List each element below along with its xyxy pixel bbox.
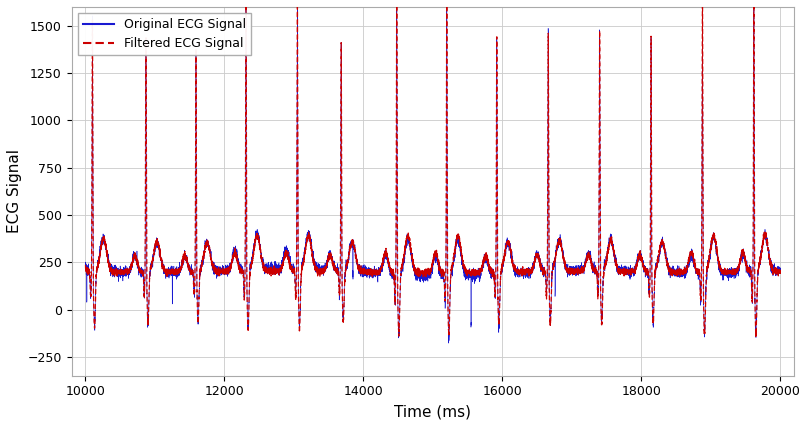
Original ECG Signal	[217, 265, 227, 271]
Filtered ECG Signal	[752, 334, 761, 339]
Legend: Original ECG Signal, Filtered ECG Signal: Original ECG Signal, Filtered ECG Signal	[78, 13, 252, 55]
Filtered ECG Signal	[81, 262, 91, 268]
Y-axis label: ECG Signal: ECG Signal	[7, 150, 22, 233]
Filtered ECG Signal	[551, 254, 561, 259]
Filtered ECG Signal	[217, 269, 227, 274]
Line: Original ECG Signal: Original ECG Signal	[86, 0, 780, 343]
Filtered ECG Signal	[775, 269, 785, 274]
Original ECG Signal	[560, 260, 570, 265]
Original ECG Signal	[152, 240, 162, 245]
Filtered ECG Signal	[560, 264, 570, 269]
Original ECG Signal	[81, 263, 91, 268]
Original ECG Signal	[742, 260, 752, 265]
Original ECG Signal	[551, 253, 561, 258]
Original ECG Signal	[775, 268, 785, 273]
X-axis label: Time (ms): Time (ms)	[394, 404, 472, 419]
Filtered ECG Signal	[486, 269, 496, 274]
Line: Filtered ECG Signal: Filtered ECG Signal	[86, 0, 780, 337]
Original ECG Signal	[486, 270, 496, 275]
Filtered ECG Signal	[152, 238, 162, 243]
Filtered ECG Signal	[742, 265, 752, 270]
Original ECG Signal	[444, 340, 454, 345]
